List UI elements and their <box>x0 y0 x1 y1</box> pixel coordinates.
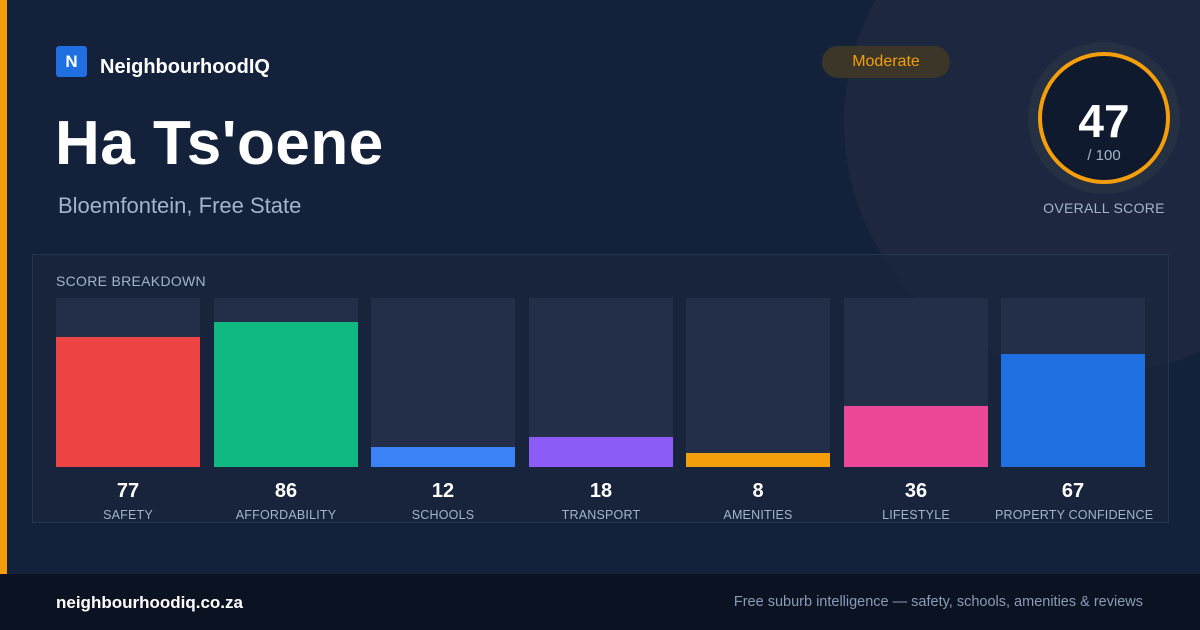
bar-value: 86 <box>274 480 298 502</box>
brand-logo-icon: N <box>56 46 87 77</box>
bar-fill-amenities <box>686 453 830 467</box>
bar-transport: 18 TRANSPORT <box>529 298 673 523</box>
bar-fill-lifestyle <box>844 406 988 467</box>
bar-track <box>56 298 200 467</box>
bar-value: 12 <box>431 480 455 502</box>
bar-value: 77 <box>116 480 140 502</box>
bar-affordability: 86 AFFORDABILITY <box>214 298 358 523</box>
overall-score-denominator: / 100 <box>1087 147 1121 164</box>
bar-label: SAFETY <box>103 508 153 522</box>
suburb-title: Ha Ts'oene <box>55 109 384 178</box>
bar-fill-schools <box>371 447 515 467</box>
bar-fill-affordability <box>214 322 358 467</box>
bar-value: 18 <box>589 480 613 502</box>
bar-fill-safety <box>56 337 200 467</box>
footer-tagline: Free suburb intelligence — safety, schoo… <box>733 594 1143 610</box>
bar-value: 36 <box>904 480 928 502</box>
bar-label: SCHOOLS <box>411 508 475 522</box>
footer-domain: neighbourhoodiq.co.za <box>56 593 243 612</box>
overall-score-ring: 47 / 100 <box>1028 42 1180 194</box>
bar-label: PROPERTY CONFIDENCE <box>995 508 1154 522</box>
bar-amenities: 8 AMENITIES <box>686 298 830 523</box>
accent-stripe <box>0 0 7 574</box>
bar-track <box>844 298 988 467</box>
bar-track <box>529 298 673 467</box>
bar-value: 67 <box>1061 480 1085 502</box>
suburb-location: Bloemfontein, Free State <box>58 193 302 218</box>
overall-score-label: OVERALL SCORE <box>1043 200 1165 216</box>
bar-label: AFFORDABILITY <box>235 508 337 522</box>
brand-name: NeighbourhoodIQ <box>100 56 270 78</box>
overall-score-value: 47 <box>1078 95 1130 147</box>
bar-label: TRANSPORT <box>561 508 641 522</box>
score-breakdown-panel: SCORE BREAKDOWN 77 SAFETY 86 AFFORDABILITY 1… <box>32 254 1169 523</box>
score-ring-inner: 47 / 100 <box>1038 52 1170 184</box>
bar-track <box>371 298 515 467</box>
bar-schools: 12 SCHOOLS <box>371 298 515 523</box>
breakdown-bars: 77 SAFETY 86 AFFORDABILITY 12 SCHOOLS 18 TRANSP… <box>56 298 1153 523</box>
bar-label: LIFESTYLE <box>882 508 950 522</box>
breakdown-title: SCORE BREAKDOWN <box>56 273 206 289</box>
bar-track <box>686 298 830 467</box>
share-card: N NeighbourhoodIQ Ha Ts'oene Bloemfontei… <box>0 0 1200 574</box>
rating-badge: Moderate <box>822 46 950 78</box>
bar-track <box>1001 298 1145 467</box>
bar-lifestyle: 36 LIFESTYLE <box>844 298 988 523</box>
bar-safety: 77 SAFETY <box>56 298 200 523</box>
footer: neighbourhoodiq.co.za Free suburb intell… <box>0 574 1200 630</box>
bar-fill-property-confidence <box>1001 354 1145 467</box>
bar-fill-transport <box>529 437 673 467</box>
bar-track <box>214 298 358 467</box>
bar-property-confidence: 67 PROPERTY CONFIDENCE <box>995 298 1153 523</box>
bar-value: 8 <box>752 480 764 502</box>
bar-label: AMENITIES <box>723 508 793 522</box>
